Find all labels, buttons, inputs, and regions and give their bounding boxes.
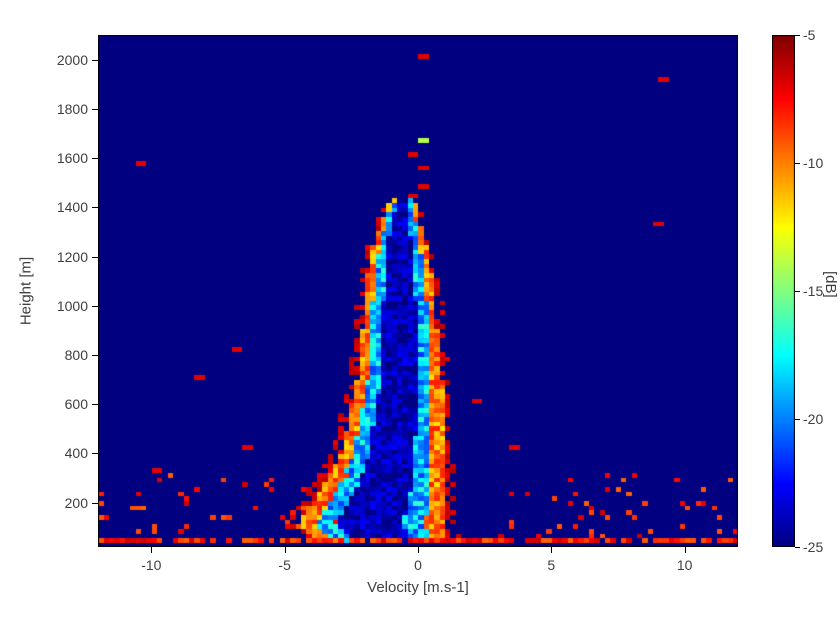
tick-label: 5 [547,557,555,573]
tick-mark [795,35,800,36]
tick-mark [795,291,800,292]
tick-label: 1800 [57,101,88,117]
heatmap-canvas [98,35,738,547]
tick-label: -5 [803,27,815,43]
colorbar-label: SLDR [dB] [822,271,840,311]
y-axis-label: Height [m] [18,257,35,325]
tick-mark [795,163,800,164]
tick-mark [551,547,552,553]
tick-mark [418,547,419,553]
tick-label: 400 [65,445,88,461]
tick-label: -20 [803,411,823,427]
tick-label: -10 [803,155,823,171]
tick-label: 800 [65,347,88,363]
tick-mark [92,306,98,307]
tick-label: -10 [141,557,161,573]
tick-mark [795,547,800,548]
tick-mark [92,60,98,61]
tick-mark [92,257,98,258]
chart-container: -10 -5 0 5 10 200 400 600 800 1000 1200 1400 1600 180… [0,0,840,630]
x-axis-label: Velocity [m.s-1] [367,579,469,596]
tick-mark [92,503,98,504]
tick-mark [151,547,152,553]
tick-mark [92,404,98,405]
tick-label: 0 [414,557,422,573]
tick-mark [92,207,98,208]
tick-mark [92,158,98,159]
tick-label: 10 [677,557,693,573]
tick-label: -5 [278,557,290,573]
tick-mark [92,355,98,356]
tick-mark [285,547,286,553]
tick-label: 1000 [57,298,88,314]
tick-label: -25 [803,539,823,555]
colorbar-canvas [772,35,795,547]
tick-label: 1600 [57,150,88,166]
tick-label: 1400 [57,199,88,215]
tick-label: 1200 [57,249,88,265]
tick-label: 200 [65,495,88,511]
tick-mark [795,419,800,420]
tick-mark [685,547,686,553]
tick-mark [92,453,98,454]
tick-mark [92,109,98,110]
tick-label: 600 [65,396,88,412]
tick-label: 2000 [57,52,88,68]
tick-label: -15 [803,283,823,299]
